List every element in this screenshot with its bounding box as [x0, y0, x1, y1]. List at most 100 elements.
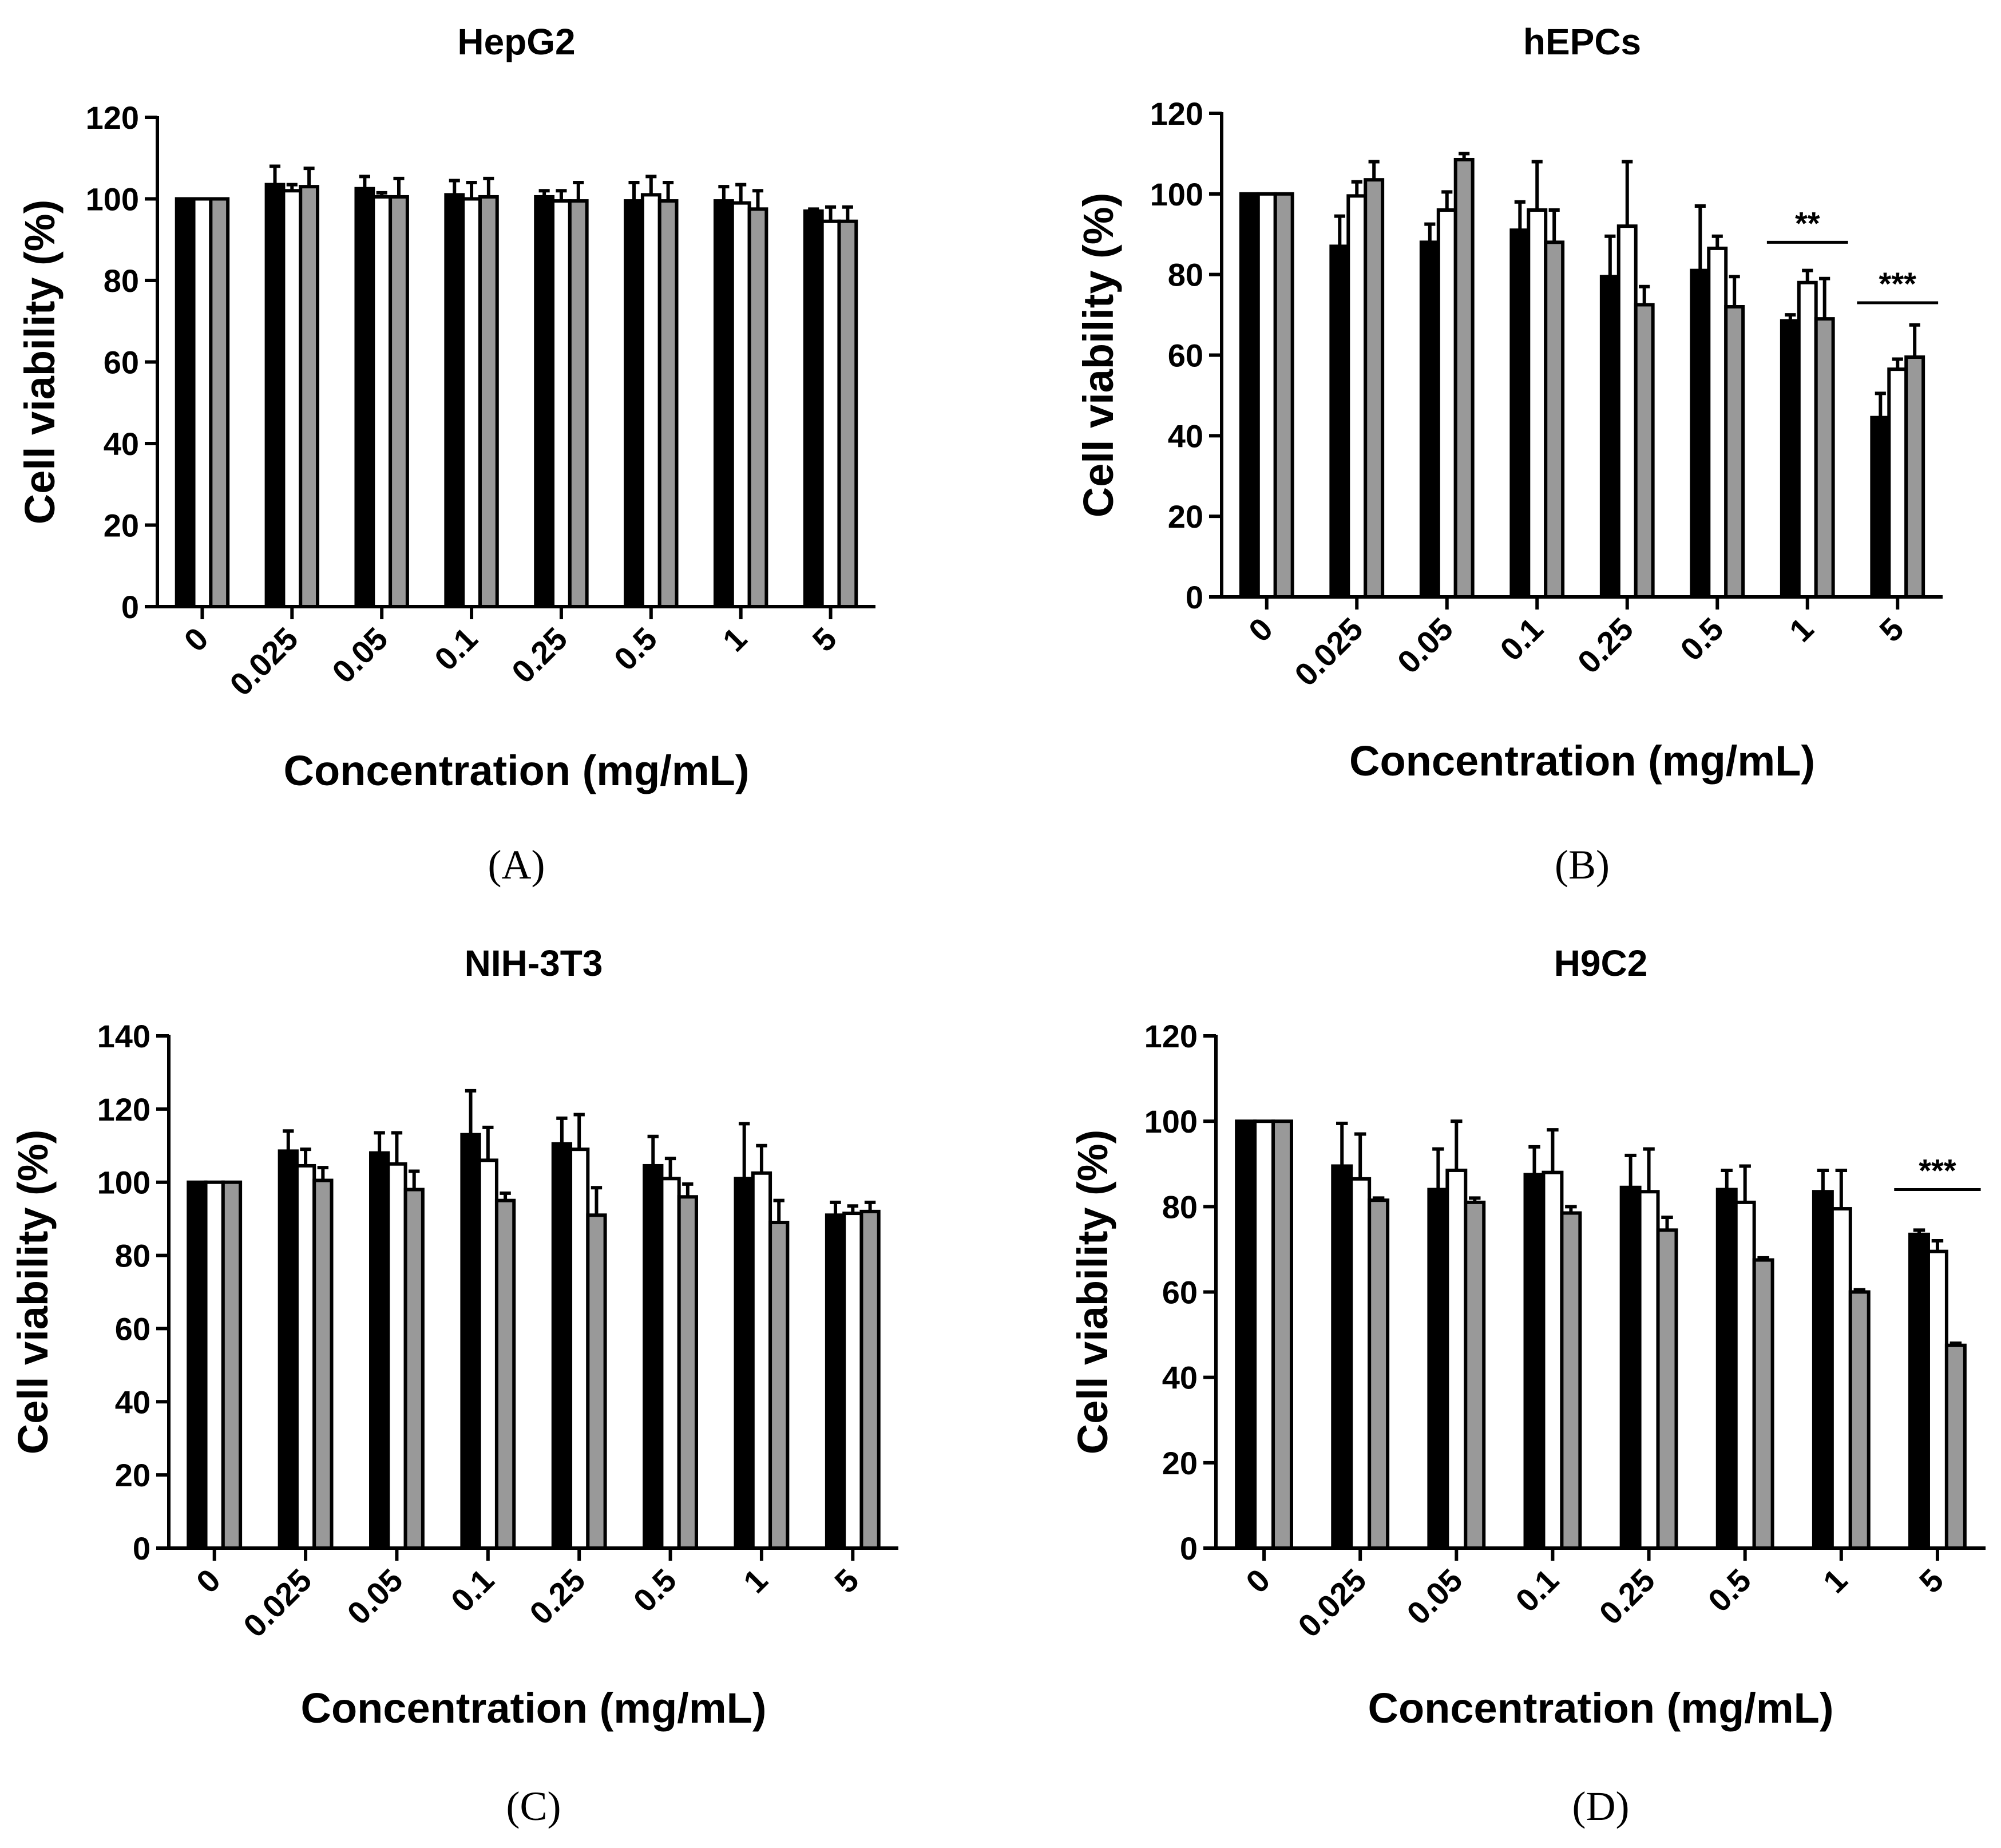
- y-axis-label: Cell viability (%): [1069, 1130, 1116, 1454]
- y-tick-label: 120: [1144, 1018, 1198, 1054]
- x-axis-label: Concentration (mg/mL): [1349, 737, 1815, 785]
- x-axis-label: Concentration (mg/mL): [301, 1684, 767, 1732]
- y-tick-label: 120: [1150, 96, 1203, 132]
- y-axis-label: Cell viability (%): [9, 1130, 57, 1454]
- significance-label: ***: [1879, 266, 1917, 302]
- bar-s1-0-025: [264, 183, 286, 608]
- bar-s2-0-025: [1346, 194, 1368, 599]
- bar-s1-0-05: [369, 1151, 390, 1550]
- bar-s3-0: [221, 1180, 243, 1550]
- bar-s1-0-1: [460, 1133, 481, 1550]
- bar-s3-0-1: [478, 195, 499, 608]
- bar-s1-0: [1235, 1119, 1257, 1550]
- x-tick-label-1: 1: [716, 620, 754, 659]
- bar-s1-0-05: [1419, 240, 1440, 599]
- bar-s2-0: [192, 197, 213, 608]
- bar-s3-0-025: [1368, 1198, 1390, 1550]
- bar-s2-0-05: [1436, 208, 1457, 599]
- bar-s3-0-5: [1724, 305, 1745, 599]
- panel-label: (A): [488, 842, 545, 888]
- y-tick-label: 100: [1144, 1103, 1198, 1139]
- y-tick-label: 120: [86, 100, 139, 136]
- bar-s1-0-25: [534, 195, 555, 608]
- bar-s2-0-05: [1445, 1168, 1468, 1550]
- bar-s3-0-05: [1464, 1200, 1486, 1550]
- y-tick-label: 80: [1168, 257, 1203, 293]
- bar-s3-0-025: [312, 1178, 334, 1550]
- y-tick-label: 60: [1168, 338, 1203, 374]
- bar-s1-1: [734, 1177, 755, 1550]
- y-tick-label: 60: [104, 345, 139, 381]
- x-tick-label-0: 0: [177, 620, 215, 659]
- bar-s3-0-5: [657, 199, 679, 608]
- bar-s3-0: [1273, 192, 1294, 599]
- bar-s1-0-5: [624, 199, 644, 608]
- x-tick-label-1: 1: [1782, 611, 1821, 649]
- bar-s1-0-05: [354, 187, 375, 608]
- bar-s1-1: [713, 199, 734, 608]
- y-tick-label: 40: [1168, 418, 1203, 454]
- bar-s2-0-25: [1638, 1190, 1660, 1550]
- x-tick-label-0-025: 0.025: [1291, 1562, 1373, 1644]
- bar-s1-0-05: [1427, 1188, 1449, 1550]
- y-tick-label: 80: [115, 1238, 150, 1274]
- y-tick-label: 100: [86, 181, 139, 217]
- bar-s2-0-1: [1527, 208, 1548, 599]
- panel-label: (D): [1572, 1783, 1630, 1829]
- y-tick-label: 0: [121, 589, 139, 625]
- bar-s2-1: [1797, 280, 1818, 599]
- bar-s2-0-025: [1349, 1177, 1372, 1550]
- bar-s2-0: [1253, 1119, 1275, 1550]
- bar-s3-1: [1814, 317, 1835, 599]
- y-tick-label: 120: [97, 1091, 150, 1127]
- bar-s3-0-25: [1634, 303, 1655, 599]
- bar-s1-5: [1908, 1232, 1930, 1550]
- bar-s3-0-1: [494, 1198, 516, 1550]
- bar-s2-0: [1256, 192, 1277, 599]
- x-tick-label-0-25: 0.25: [1592, 1562, 1662, 1632]
- bar-s2-0-1: [477, 1158, 498, 1550]
- x-tick-label-0-1: 0.1: [1493, 611, 1550, 668]
- y-tick-label: 0: [1186, 579, 1203, 615]
- bar-s1-0-1: [444, 193, 465, 608]
- bar-s3-0: [1271, 1119, 1293, 1550]
- x-tick-label-0-1: 0.1: [444, 1562, 501, 1619]
- y-tick-label: 80: [1162, 1189, 1198, 1225]
- bar-s1-0-5: [1715, 1188, 1738, 1550]
- bar-s3-0-05: [389, 195, 409, 608]
- bar-s3-0-5: [677, 1195, 698, 1550]
- bar-s1-5: [825, 1213, 846, 1550]
- y-axis-label: Cell viability (%): [16, 200, 64, 524]
- panel-label: (B): [1555, 842, 1610, 888]
- bar-s1-5: [1870, 415, 1891, 599]
- bar-s1-0-25: [551, 1142, 573, 1550]
- bar-s3-0-25: [568, 199, 589, 608]
- bar-s1-5: [803, 209, 824, 608]
- y-tick-label: 0: [133, 1530, 150, 1566]
- x-tick-label-5: 5: [805, 620, 843, 659]
- bar-s3-0-05: [403, 1188, 425, 1550]
- bar-s1-0: [187, 1180, 208, 1550]
- bar-s2-0-025: [282, 189, 303, 608]
- y-tick-label: 40: [115, 1384, 150, 1420]
- x-tick-label-0-5: 0.5: [626, 1562, 683, 1619]
- bar-s2-0-25: [569, 1147, 590, 1550]
- y-tick-label: 60: [1162, 1275, 1198, 1311]
- bar-s3-0-25: [1656, 1228, 1678, 1550]
- bar-s1-1: [1780, 319, 1801, 599]
- x-tick-label-0: 0: [1239, 1562, 1277, 1600]
- bar-s1-0-025: [278, 1149, 299, 1550]
- bar-s1-0-25: [1619, 1185, 1642, 1550]
- x-tick-label-0-5: 0.5: [607, 620, 664, 678]
- x-tick-label-0-5: 0.5: [1673, 611, 1730, 668]
- x-tick-label-0-25: 0.25: [1571, 611, 1641, 680]
- chart-title: H9C2: [1554, 943, 1648, 984]
- y-tick-label: 60: [115, 1311, 150, 1347]
- x-tick-label-0-05: 0.05: [340, 1562, 410, 1632]
- significance-label: ***: [1919, 1153, 1956, 1189]
- chart-title: HepG2: [457, 21, 575, 62]
- y-tick-label: 40: [1162, 1360, 1198, 1396]
- x-axis-label: Concentration (mg/mL): [284, 747, 750, 794]
